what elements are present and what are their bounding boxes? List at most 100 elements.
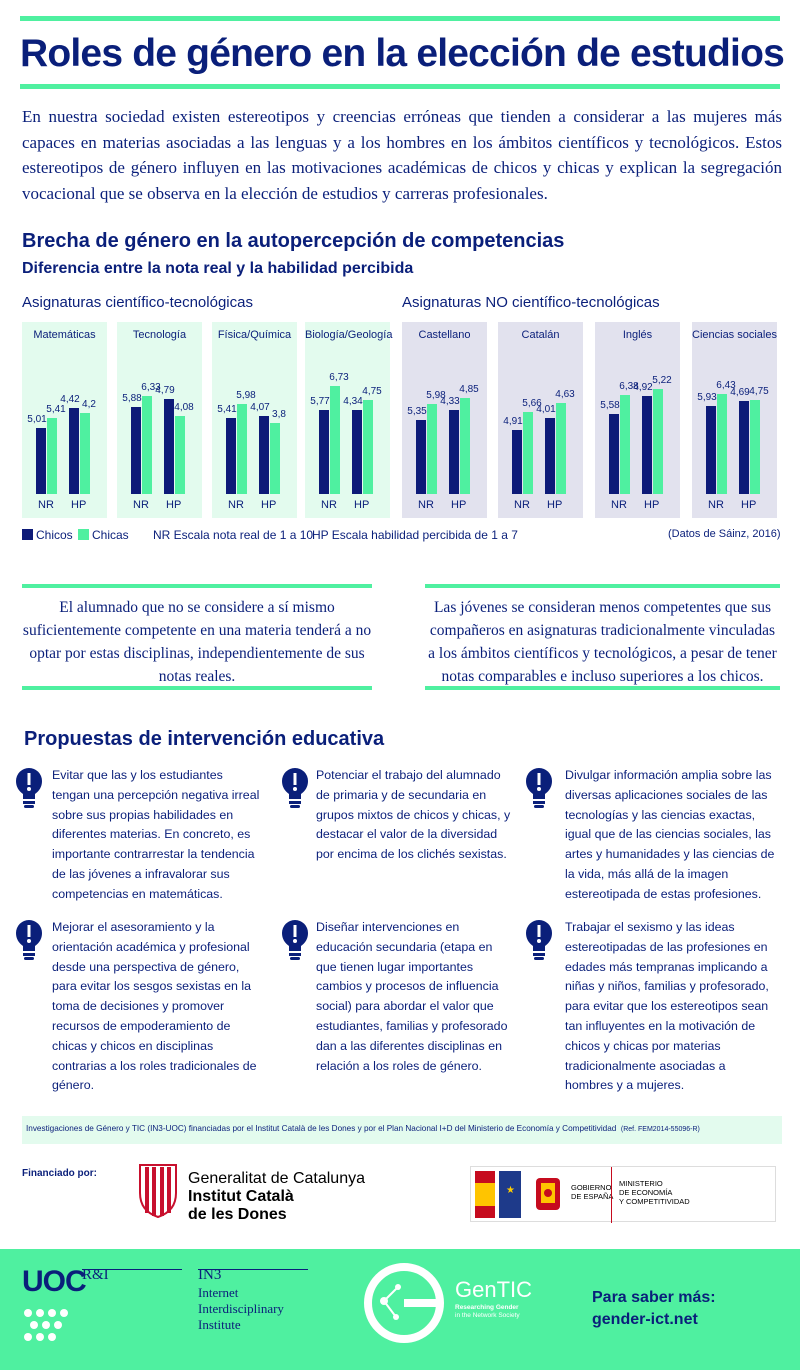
bar-value-label: 6,73 <box>329 372 349 384</box>
bar-value-label: 4,69 <box>730 387 750 399</box>
legend-boys-label: Chicos <box>36 528 73 542</box>
lightbulb-icon <box>14 918 44 962</box>
bar-value-label: 5,35 <box>407 405 427 417</box>
gobierno-line2: DE ESPAÑA <box>571 1192 614 1201</box>
gobierno-line1: GOBIERNO <box>571 1183 612 1192</box>
panel-title: Matemáticas <box>33 329 96 341</box>
in3-block: IN3 Internet Interdisciplinary Institute <box>198 1267 284 1333</box>
bar-nr-chicos <box>131 406 141 494</box>
bar-value-label: 4,08 <box>174 402 194 414</box>
bar-value-label: 5,88 <box>122 392 142 404</box>
bar-nr-chicos <box>319 409 329 494</box>
coat-of-arms-icon <box>533 1175 563 1215</box>
top-accent-line <box>20 16 780 21</box>
chart-panel: Matemáticas 5,01 5,41 NR 4,42 4,2 HP <box>22 322 107 518</box>
box-left-topline <box>22 584 372 588</box>
bar-hp-chicas <box>175 416 185 494</box>
chart-panel: Física/Química 5,41 5,98 NR 4,07 3,8 HP <box>212 322 297 518</box>
chart-panel: Biología/Geología 5,77 6,73 NR 4,34 4,75 HP <box>305 322 393 518</box>
footnote-bar: Investigaciones de Género y TIC (IN3-UOC… <box>22 1116 782 1144</box>
bar-value-label: 5,93 <box>697 391 717 403</box>
box-right-text: Las jóvenes se consideran menos competen… <box>428 599 777 685</box>
bar-hp-chicos <box>739 401 749 494</box>
panel-title: Tecnología <box>132 329 187 341</box>
proposal-text: Trabajar el sexismo y las ideas estereot… <box>565 920 769 1093</box>
x-axis-label: NR <box>38 499 54 511</box>
data-source: (Datos de Sáinz, 2016) <box>668 528 781 540</box>
ministry-logo: ★ GOBIERNO DE ESPAÑA MINISTERIO DE ECONO… <box>470 1166 776 1223</box>
bar-nr-chicas <box>523 412 533 494</box>
box-left-text: El alumnado que no se considere a sí mis… <box>22 599 372 685</box>
icd-line1: Generalitat de Catalunya <box>188 1170 365 1187</box>
bar-value-label: 4,85 <box>459 383 479 395</box>
proposal-text: Evitar que las y los estudiantes tengan … <box>52 768 260 901</box>
section-title-propuestas: Propuestas de intervención educativa <box>24 728 385 750</box>
bar-value-label: 4,91 <box>503 416 523 428</box>
legend-nr: NR Escala nota real de 1 a 10 <box>153 528 314 542</box>
x-axis-label: HP <box>741 499 757 511</box>
bar-hp-chicas <box>653 388 663 494</box>
bar-hp-chicas <box>80 413 90 494</box>
bar-value-label: 4,75 <box>362 386 382 397</box>
bar-hp-chicos <box>164 399 174 494</box>
uoc-dots-icon <box>22 1305 82 1345</box>
bar-hp-chicas <box>750 400 760 494</box>
panel-title: Ciencias sociales <box>692 329 777 341</box>
more-label: Para saber más: <box>592 1289 716 1306</box>
eu-flag-icon: ★ <box>499 1171 521 1218</box>
bar-value-label: 4,2 <box>82 399 96 411</box>
bar-value-label: 6,33 <box>141 382 161 394</box>
bar-nr-chicos <box>609 414 619 494</box>
intro-paragraph: En nuestra sociedad existen estereotipos… <box>22 107 782 203</box>
bar-nr-chicos <box>226 418 236 494</box>
x-axis-label: NR <box>228 499 244 511</box>
bar-hp-chicas <box>363 400 373 494</box>
x-axis-label: NR <box>708 499 724 511</box>
panel-title: Biología/Geología <box>305 329 393 341</box>
legend-girls-swatch <box>78 529 89 540</box>
bar-value-label: 5,58 <box>600 400 620 412</box>
icd-line3: de les Dones <box>188 1206 287 1223</box>
funded-by-label: Financiado por: <box>22 1168 97 1179</box>
x-axis-label: HP <box>71 499 87 511</box>
ri-line <box>82 1269 182 1270</box>
legend-boys-swatch <box>22 529 33 540</box>
ministerio-line1: MINISTERIO <box>619 1179 663 1188</box>
legend-boys: Chicos <box>22 528 73 542</box>
bar-value-label: 5,01 <box>27 413 47 425</box>
bar-hp-chicas <box>556 402 566 494</box>
bar-value-label: 5,98 <box>426 390 446 402</box>
box-left-bottomline <box>22 686 372 690</box>
group-label-sci: Asignaturas científico-tecnológicas <box>22 294 253 311</box>
uoc-logo: UOC <box>22 1265 87 1298</box>
x-axis-label: HP <box>644 499 660 511</box>
in3-line3: Institute <box>198 1317 241 1332</box>
bar-value-label: 4,75 <box>749 386 769 397</box>
x-axis-label: HP <box>547 499 563 511</box>
chart-panel: Tecnología 5,88 6,33 NR 4,79 4,08 HP <box>117 322 202 518</box>
gobierno-text: GOBIERNO DE ESPAÑA <box>571 1183 613 1201</box>
group-label-non: Asignaturas NO científico-tecnológicas <box>402 294 660 311</box>
bar-nr-chicas <box>237 404 247 494</box>
chart-panel: Catalán 4,91 5,66 NR 4,01 4,63 HP <box>498 322 583 518</box>
bar-value-label: 5,41 <box>217 404 237 416</box>
gentic-logo-icon <box>362 1261 446 1345</box>
lightbulb-icon <box>524 918 554 962</box>
legend-girls: Chicas <box>78 528 129 542</box>
proposal-text: Mejorar el asesoramiento y la orientació… <box>52 920 257 1093</box>
bar-value-label: 6,38 <box>619 380 639 392</box>
x-axis-label: NR <box>133 499 149 511</box>
bar-hp-chicos <box>69 407 79 494</box>
bar-nr-chicas <box>142 396 152 494</box>
more-url-link[interactable]: gender-ict.net <box>592 1311 698 1328</box>
footnote-text: Investigaciones de Género y TIC (IN3-UOC… <box>26 1124 617 1133</box>
bar-nr-chicos <box>512 430 522 494</box>
bar-value-label: 4,01 <box>536 403 556 415</box>
gentic-tag2: in the Network Society <box>455 1312 520 1319</box>
ministry-divider <box>611 1167 612 1223</box>
ministerio-line3: Y COMPETITIVIDAD <box>619 1197 690 1206</box>
chart-panel: Inglés 5,58 6,38 NR 4,92 5,22 HP <box>595 322 680 518</box>
bar-nr-chicas <box>427 404 437 494</box>
bar-hp-chicos <box>352 409 362 494</box>
lightbulb-icon <box>14 766 44 810</box>
